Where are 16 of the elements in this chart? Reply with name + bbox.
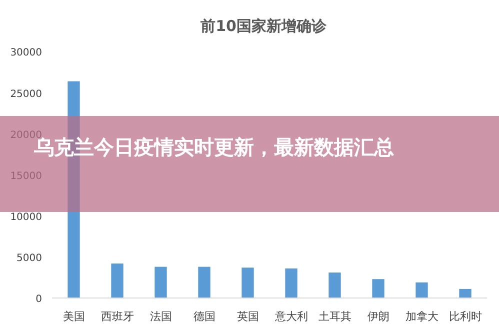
- y-tick-label: 30000: [10, 48, 42, 59]
- x-tick-label: 西班牙: [100, 310, 134, 323]
- chart-title: 前10国家新增确诊: [200, 17, 328, 35]
- x-tick-label: 加拿大: [405, 310, 438, 323]
- x-tick-label: 美国: [62, 310, 85, 323]
- x-tick-label: 德国: [193, 310, 216, 323]
- x-tick-label: 意大利: [274, 310, 308, 323]
- y-tick-label: 0: [36, 294, 42, 305]
- x-tick-label: 伊朗: [367, 310, 390, 323]
- y-tick-label: 25000: [10, 88, 42, 100]
- y-tick-label: 10000: [10, 212, 42, 223]
- y-tick-label: 5000: [16, 252, 42, 264]
- x-tick-label: 比利时: [448, 310, 482, 323]
- x-tick-label: 法国: [150, 310, 172, 323]
- x-tick-label: 英国: [236, 310, 259, 323]
- x-tick-label: 土耳其: [318, 310, 352, 323]
